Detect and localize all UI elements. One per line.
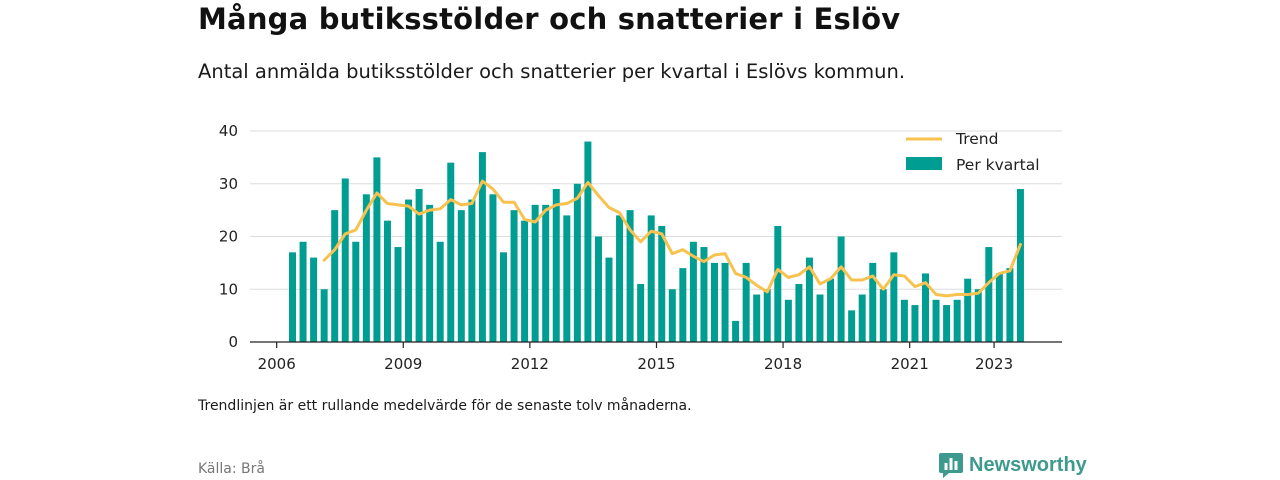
bar bbox=[805, 257, 813, 342]
bar bbox=[668, 289, 676, 342]
y-tick-label: 10 bbox=[219, 280, 238, 298]
bar bbox=[626, 210, 634, 343]
bar bbox=[995, 273, 1003, 342]
bar bbox=[858, 294, 866, 342]
bar bbox=[753, 294, 761, 342]
x-ticks: 2006 2009 2012 2015 2018 2021 2023 bbox=[258, 342, 1013, 373]
bar bbox=[964, 278, 972, 342]
bar-chart-logo-icon bbox=[939, 453, 963, 478]
bar bbox=[436, 241, 444, 342]
bar bbox=[310, 257, 318, 342]
trend-note: Trendlinjen är ett rullande medelvärde f… bbox=[198, 398, 692, 414]
bar bbox=[594, 236, 602, 342]
trend-line bbox=[322, 179, 1022, 298]
bar bbox=[890, 252, 898, 342]
bar bbox=[711, 262, 718, 343]
bar bbox=[341, 178, 349, 342]
bar bbox=[742, 262, 750, 343]
y-tick-label: 30 bbox=[219, 175, 238, 193]
bar bbox=[1016, 189, 1024, 342]
bar bbox=[563, 215, 571, 342]
bar bbox=[331, 210, 339, 343]
bar bbox=[869, 262, 877, 343]
bar bbox=[827, 278, 835, 342]
source: Källa: Brå bbox=[198, 461, 265, 477]
bar bbox=[1006, 268, 1014, 342]
bar bbox=[922, 273, 929, 342]
bar bbox=[879, 289, 887, 342]
bar bbox=[932, 299, 940, 342]
bar bbox=[953, 299, 961, 342]
legend-bar-label: Per kvartal bbox=[956, 156, 1040, 174]
bar bbox=[848, 310, 856, 342]
bar bbox=[679, 268, 687, 342]
bar bbox=[900, 299, 908, 342]
bar bbox=[763, 289, 771, 342]
x-tick-label: 2018 bbox=[764, 355, 802, 373]
bar bbox=[521, 220, 529, 342]
bar bbox=[974, 289, 982, 342]
chart-title: Många butiksstölder och snatterier i Esl… bbox=[198, 2, 901, 36]
legend: Trend Per kvartal bbox=[906, 130, 1040, 174]
bar bbox=[373, 157, 381, 343]
bar bbox=[795, 283, 803, 342]
bar bbox=[605, 257, 613, 342]
bar bbox=[352, 241, 360, 342]
bars bbox=[289, 141, 1024, 343]
bar bbox=[584, 141, 592, 342]
bar bbox=[531, 204, 539, 342]
bar bbox=[637, 283, 645, 342]
x-tick-label: 2012 bbox=[511, 355, 549, 373]
gridlines bbox=[250, 130, 1062, 290]
bar bbox=[394, 247, 402, 342]
bar bbox=[732, 320, 740, 342]
bar bbox=[542, 204, 550, 342]
bar bbox=[616, 215, 624, 342]
x-tick-label: 2023 bbox=[975, 355, 1013, 373]
bar bbox=[289, 252, 296, 342]
x-tick-label: 2009 bbox=[384, 355, 422, 373]
bar bbox=[774, 225, 782, 342]
chart: 0 10 20 30 40 2006 2009 2012 2015 2018 2021 2023 T… bbox=[219, 122, 1062, 373]
bar bbox=[299, 241, 307, 342]
bar bbox=[552, 189, 560, 342]
bar bbox=[383, 220, 391, 342]
bar bbox=[700, 247, 708, 342]
bar bbox=[468, 199, 476, 342]
x-tick-label: 2015 bbox=[637, 355, 675, 373]
brand-name: Newsworthy bbox=[969, 453, 1087, 476]
y-tick-label: 0 bbox=[228, 333, 238, 351]
x-tick-label: 2006 bbox=[258, 355, 296, 373]
bar bbox=[362, 194, 370, 342]
bar bbox=[911, 305, 919, 342]
bar bbox=[573, 183, 581, 342]
y-tick-label: 20 bbox=[219, 228, 238, 246]
y-tick-labels: 0 10 20 30 40 bbox=[219, 122, 238, 351]
bar bbox=[457, 210, 465, 343]
brand-logo[interactable]: Newsworthy bbox=[939, 450, 1087, 480]
bar bbox=[837, 236, 845, 342]
legend-bar-swatch bbox=[906, 157, 942, 170]
legend-trend-label: Trend bbox=[955, 130, 998, 148]
bar bbox=[943, 305, 951, 342]
bar bbox=[426, 204, 434, 342]
bar bbox=[478, 152, 486, 342]
bar bbox=[447, 162, 455, 342]
bar bbox=[500, 252, 507, 342]
bar bbox=[784, 299, 792, 342]
bar bbox=[510, 210, 518, 343]
bar bbox=[985, 247, 993, 342]
bar bbox=[658, 225, 666, 342]
bar bbox=[405, 199, 413, 342]
bar bbox=[489, 194, 497, 342]
x-tick-label: 2021 bbox=[891, 355, 929, 373]
bar bbox=[415, 189, 423, 342]
bar bbox=[320, 289, 328, 342]
bar bbox=[816, 294, 824, 342]
bar bbox=[647, 215, 655, 342]
bar bbox=[721, 262, 729, 343]
y-tick-label: 40 bbox=[219, 122, 238, 140]
chart-subtitle: Antal anmälda butiksstölder och snatteri… bbox=[198, 60, 906, 83]
bar bbox=[689, 241, 697, 342]
